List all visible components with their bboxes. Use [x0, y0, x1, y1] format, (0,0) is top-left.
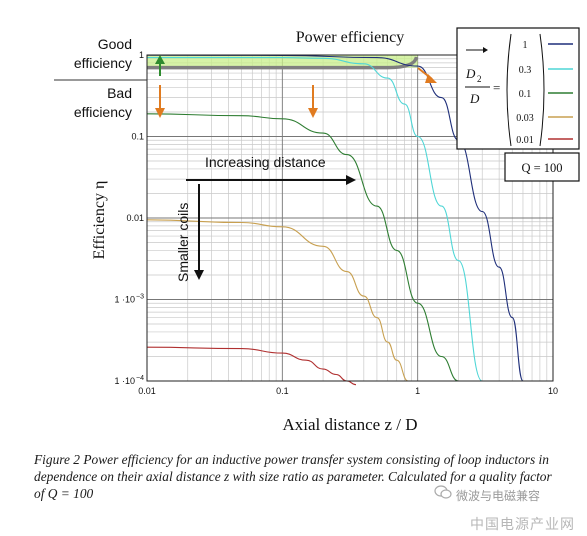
q-box-label: Q = 100	[521, 161, 562, 175]
increasing-distance-label: Increasing distance	[205, 154, 326, 170]
increasing-distance-arrow	[186, 175, 356, 185]
legend-lhs-sub: 2	[477, 74, 482, 84]
y-tick-label: 1	[139, 50, 144, 60]
y-tick-label: 1 ·10	[114, 295, 135, 305]
wechat-icon	[434, 485, 452, 499]
x-tick-label: 1	[415, 386, 420, 396]
x-axis-label: Axial distance z / D	[282, 415, 417, 434]
y-tick-exponent: −4	[136, 375, 144, 382]
legend-equals: =	[493, 80, 500, 95]
x-tick-label: 10	[548, 386, 558, 396]
y-tick-exponent: −3	[136, 294, 144, 301]
series-layer	[146, 54, 524, 386]
legend-label-0: 1	[523, 40, 528, 51]
good-label-line1: Good	[98, 36, 132, 52]
y-tick-label: 0.1	[131, 132, 144, 142]
good-efficiency-band	[147, 55, 418, 68]
smaller-coils-arrow	[194, 184, 204, 280]
good-up-arrow	[155, 55, 165, 76]
legend-label-1: 0.3	[519, 65, 532, 76]
legend-bracket-right	[539, 33, 545, 147]
x-tick-labels: 0.01 0.1 1 10	[138, 386, 558, 396]
q-box	[504, 152, 580, 182]
efficiency-chart: Power efficiency Good efficiency Bad eff…	[54, 27, 580, 434]
series-line-1	[147, 57, 483, 382]
good-label-line2: efficiency	[74, 55, 132, 71]
legend-bracket-left	[506, 33, 512, 147]
x-tick-label: 0.01	[138, 386, 156, 396]
bad-down-arrow-middle	[308, 85, 318, 118]
series-line-2	[146, 113, 459, 382]
legend-items: 1 0.3 0.1 0.03 0.01	[516, 40, 573, 146]
legend-lhs-bottom: D	[469, 91, 480, 106]
series-line-3	[146, 219, 409, 382]
y-tick-label: 1 ·10	[114, 376, 135, 386]
y-axis-label: Efficiency η	[91, 181, 108, 260]
legend-box	[456, 27, 580, 150]
y-tick-labels: 10.10.011 ·10 −31 ·10 −4	[114, 50, 144, 386]
y-tick-label: 0.01	[126, 213, 144, 223]
chart-title: Power efficiency	[296, 29, 405, 46]
good-efficiency-boundary	[147, 56, 419, 70]
smaller-coils-label: Smaller coils	[175, 203, 191, 282]
series-line-4	[146, 346, 357, 386]
legend-label-4: 0.01	[516, 135, 534, 146]
watermark-line2: 中国电源产业网	[470, 517, 575, 533]
legend-lhs-top: D	[465, 66, 476, 81]
bad-label-line1: Bad	[107, 85, 132, 101]
watermark-line1: 微波与电磁兼容	[456, 489, 541, 503]
plot-frame	[146, 54, 554, 382]
bad-down-arrow-left	[155, 85, 165, 118]
legend-label-3: 0.03	[516, 113, 534, 124]
legend-vector-arrowhead	[483, 47, 488, 53]
legend-label-2: 0.1	[519, 89, 532, 100]
bad-label-line2: efficiency	[74, 104, 132, 120]
bad-down-arrow-right	[417, 67, 437, 83]
legend: D 2 D = 1 0.3 0.1 0.03 0.01	[456, 27, 580, 150]
figure-caption: Figure 2 Power efficiency for an inducti…	[34, 452, 552, 502]
x-tick-label: 0.1	[276, 386, 289, 396]
series-line-0	[146, 54, 524, 382]
